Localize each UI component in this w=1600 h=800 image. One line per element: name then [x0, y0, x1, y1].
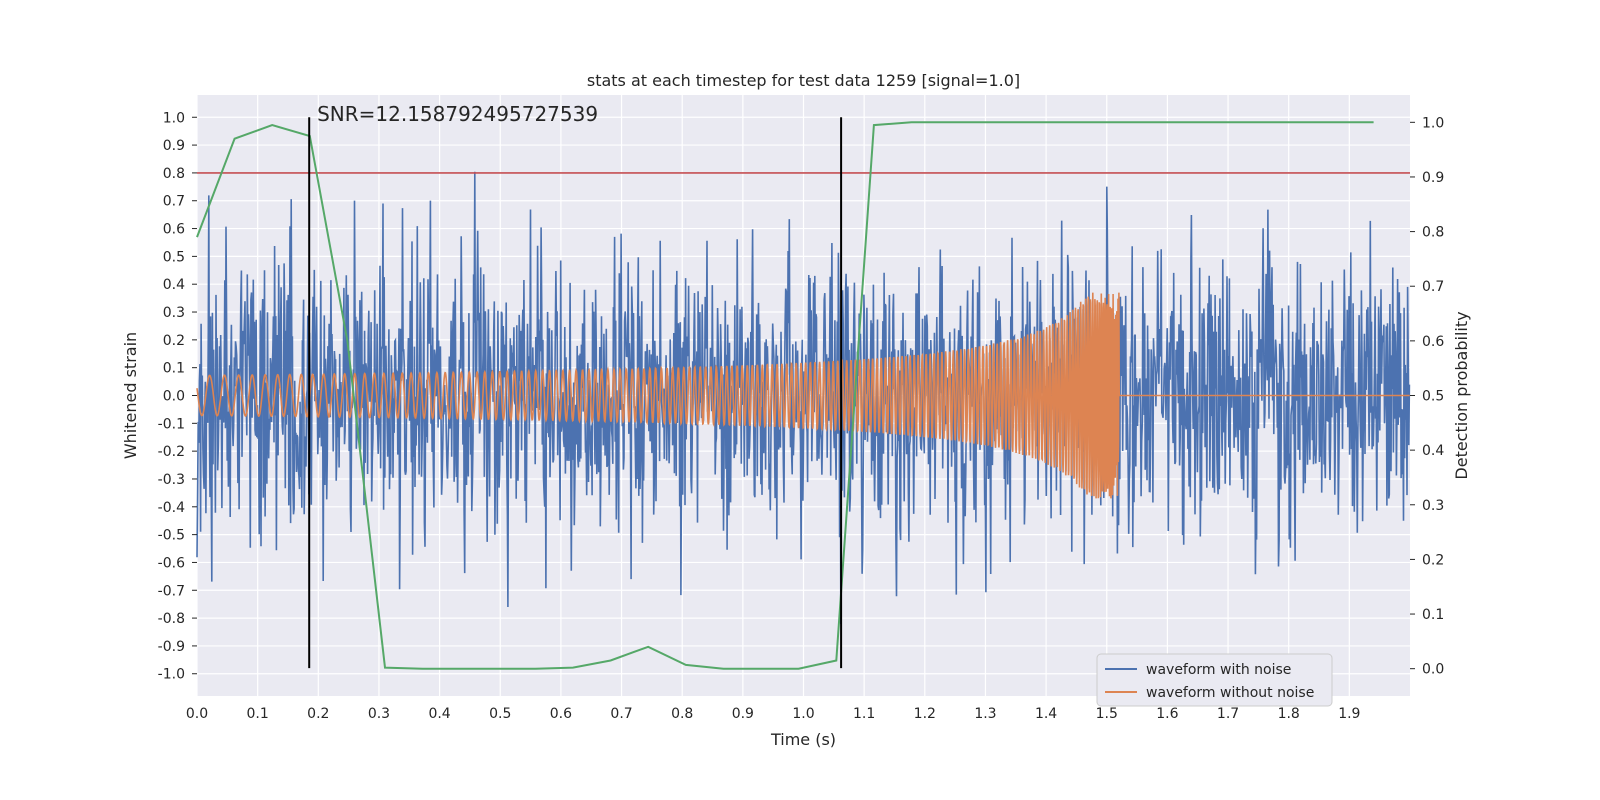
y-axis-label: Whitened strain — [121, 332, 140, 459]
x-tick-label: 1.2 — [914, 706, 936, 722]
legend-label-noisy: waveform with noise — [1146, 662, 1291, 678]
x-tick-label: 0.5 — [489, 706, 511, 722]
y-tick-label: -1.0 — [158, 667, 185, 683]
y2-tick-label: 0.2 — [1422, 552, 1444, 568]
y-tick-label: -0.2 — [158, 444, 185, 460]
legend-label-clean: waveform without noise — [1146, 685, 1314, 701]
y-axis-right: 1.0 0.9 0.8 0.7 0.6 0.5 0.4 0.3 0.2 0.1 0.0 — [1410, 115, 1444, 678]
x-tick-label: 0.3 — [368, 706, 390, 722]
x-tick-label: 0.6 — [550, 706, 572, 722]
x-tick-label: 0.1 — [247, 706, 269, 722]
legend: waveform with noise waveform without noi… — [1096, 653, 1333, 707]
x-tick-label: 1.5 — [1096, 706, 1118, 722]
y-tick-label: -0.5 — [158, 528, 185, 544]
x-tick-label: 0.8 — [671, 706, 693, 722]
y-tick-label: -0.9 — [158, 639, 185, 655]
vertical-markers — [308, 117, 843, 669]
clean-waveform-line — [196, 292, 1410, 499]
y-tick-label: -0.8 — [158, 611, 185, 627]
y2-axis-label: Detection probability — [1452, 311, 1471, 479]
noisy-waveform-line — [196, 171, 1411, 625]
y2-tick-label: 1.0 — [1422, 115, 1444, 131]
y2-tick-label: 0.7 — [1422, 279, 1444, 295]
x-tick-label: 0.2 — [307, 706, 329, 722]
y-tick-label: 0.3 — [163, 305, 185, 321]
y2-tick-label: 0.4 — [1422, 443, 1444, 459]
x-tick-label: 1.7 — [1217, 706, 1239, 722]
x-tick-label: 1.0 — [792, 706, 814, 722]
y-tick-label: -0.4 — [158, 500, 185, 516]
y-tick-label: -0.7 — [158, 583, 185, 599]
x-tick-label: 0.4 — [428, 706, 450, 722]
x-tick-label: 1.8 — [1278, 706, 1300, 722]
y2-tick-label: 0.1 — [1422, 607, 1444, 623]
x-tick-label: 1.6 — [1156, 706, 1178, 722]
y-tick-label: -0.1 — [158, 416, 185, 432]
y-tick-label: -0.6 — [158, 555, 185, 571]
y2-tick-label: 0.9 — [1422, 170, 1444, 186]
y-tick-label: 0.6 — [163, 222, 185, 238]
x-axis: 0.0 0.1 0.2 0.3 0.4 0.5 0.6 0.7 0.8 0.9 1.0 1.1 1.2 1… — [186, 706, 1361, 722]
y2-tick-label: 0.3 — [1422, 498, 1444, 514]
x-tick-label: 0.9 — [732, 706, 754, 722]
x-tick-label: 1.4 — [1035, 706, 1057, 722]
x-tick-label: 1.1 — [853, 706, 875, 722]
y-tick-label: 0.7 — [163, 194, 185, 210]
x-axis-label: Time (s) — [770, 730, 836, 749]
probability-line — [196, 121, 1374, 670]
clean-waveform-series — [196, 292, 1410, 499]
y-tick-label: 0.4 — [163, 277, 185, 293]
probability-series — [196, 121, 1374, 670]
x-tick-label: 1.9 — [1338, 706, 1360, 722]
y-tick-label: 0.2 — [163, 333, 185, 349]
y2-tick-label: 0.6 — [1422, 334, 1444, 350]
noisy-waveform-series — [196, 171, 1411, 625]
y-tick-label: 0.8 — [163, 166, 185, 182]
x-tick-label: 0.7 — [610, 706, 632, 722]
snr-annotation: SNR=12.158792495727539 — [317, 102, 598, 126]
y-tick-label: 0.0 — [163, 389, 185, 405]
y-axis-left: 1.0 0.9 0.8 0.7 0.6 0.5 0.4 0.3 0.2 0.1 0.0 -0.1 -0.… — [158, 110, 197, 683]
legend-box — [1096, 653, 1333, 707]
x-tick-label: 1.3 — [974, 706, 996, 722]
y-tick-label: 1.0 — [163, 110, 185, 126]
y-tick-label: 0.5 — [163, 249, 185, 265]
x-tick-label: 0.0 — [186, 706, 208, 722]
y-tick-label: 0.9 — [163, 138, 185, 154]
y2-tick-label: 0.8 — [1422, 225, 1444, 241]
y-tick-label: -0.3 — [158, 472, 185, 488]
y-tick-label: 0.1 — [163, 361, 185, 377]
y2-tick-label: 0.0 — [1422, 662, 1444, 678]
y2-tick-label: 0.5 — [1422, 389, 1444, 405]
chart-title: stats at each timestep for test data 125… — [587, 71, 1020, 90]
